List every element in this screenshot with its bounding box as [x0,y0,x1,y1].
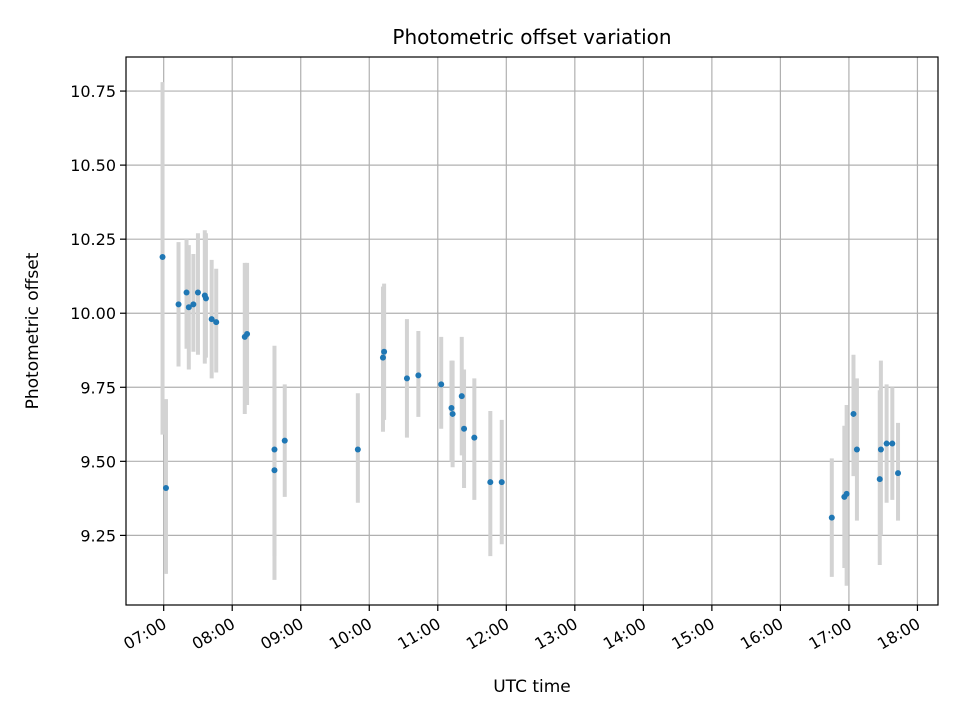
data-point [461,425,468,432]
data-point [202,295,209,302]
data-point [883,440,890,447]
data-points [159,253,902,521]
data-point [185,304,192,311]
data-point [213,319,220,326]
data-point [448,405,455,412]
data-point [381,348,388,355]
data-point [175,301,182,308]
data-point [415,372,422,379]
data-point [162,484,169,491]
data-point [271,446,278,453]
data-point [828,514,835,521]
plot-frame [125,56,939,606]
data-point [853,446,860,453]
data-point [159,253,166,260]
data-point [843,490,850,497]
y-tick-label: 9.25 [80,526,116,545]
y-tick-label: 10.25 [70,230,116,249]
data-point [194,289,201,296]
y-tick-label: 10.50 [70,156,116,175]
data-point [877,446,884,453]
data-point [354,446,361,453]
data-point [458,393,465,400]
data-point [876,476,883,483]
grid-lines [126,57,938,605]
data-point [183,289,190,296]
y-tick-label: 10.00 [70,304,116,323]
data-point [850,410,857,417]
data-point [271,467,278,474]
data-point [208,316,215,323]
y-axis-ticks: 9.25 9.50 9.75 10.00 10.25 10.50 10.75 [70,82,126,545]
data-point [449,410,456,417]
data-point [487,479,494,486]
data-point [244,330,251,337]
data-point [498,479,505,486]
data-point [379,354,386,361]
y-tick-label: 9.50 [80,452,116,471]
y-axis-title: Photometric offset [23,252,43,409]
data-point [438,381,445,388]
data-point [895,470,902,477]
data-point [889,440,896,447]
data-point [190,301,197,308]
x-axis-title: UTC time [493,677,571,697]
chart-title: Photometric offset variation [392,25,671,49]
data-point [281,437,288,444]
y-tick-label: 10.75 [70,82,116,101]
data-point [403,375,410,382]
data-point [471,434,478,441]
y-tick-label: 9.75 [80,378,116,397]
